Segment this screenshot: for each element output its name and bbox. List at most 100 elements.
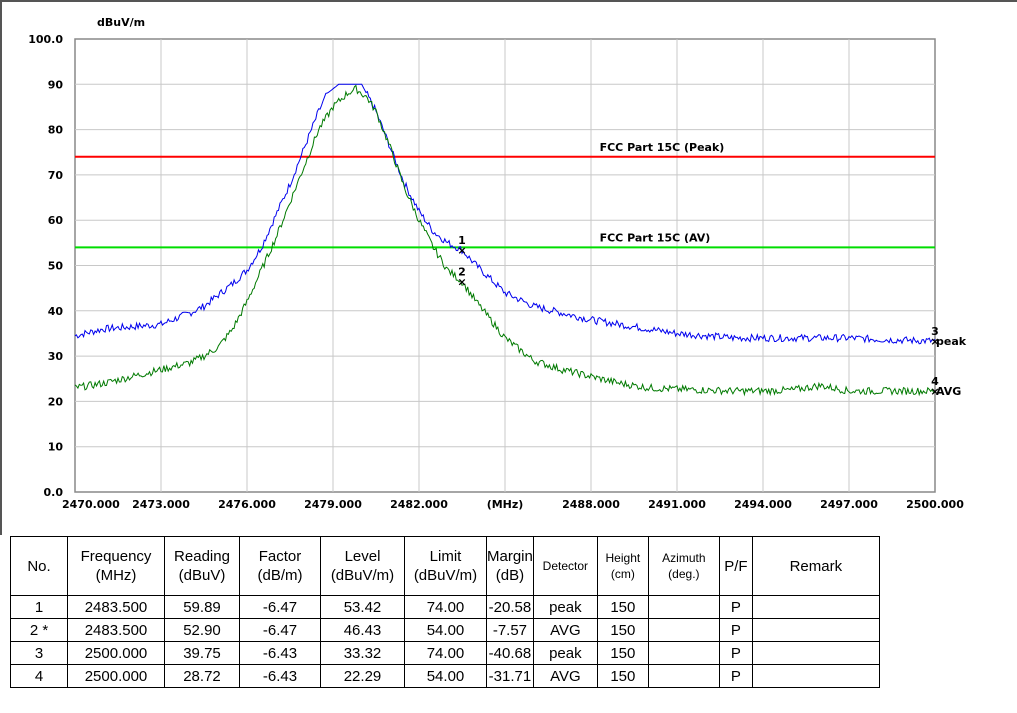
table-body: 1 2483.500 59.89 -6.47 53.42 74.00 -20.58 peak 1… (10, 595, 880, 688)
x-tick-label: 2494.000 (734, 498, 792, 511)
cell-factor: -6.47 (239, 595, 321, 619)
cell-frequency: 2500.000 (67, 641, 165, 665)
x-tick-label: 2470.000 (62, 498, 120, 511)
cell-detector: peak (532, 641, 598, 665)
cell-factor: -6.43 (239, 664, 321, 688)
y-tick-label: 20 (48, 395, 64, 408)
cell-pf: P (718, 595, 753, 619)
y-tick-label: 80 (48, 124, 64, 137)
table-row: 2 * 2483.500 52.90 -6.47 46.43 54.00 -7.57 AVG 1… (10, 618, 880, 642)
header-pf: P/F (718, 536, 753, 596)
cell-level: 46.43 (320, 618, 405, 642)
cell-pf: P (718, 618, 753, 642)
x-tick-label: 2488.000 (562, 498, 620, 511)
header-margin: Margin (dB) (486, 536, 534, 596)
cell-height: 150 (596, 641, 649, 665)
cell-detector: peak (532, 595, 598, 619)
marker-label: 1 (458, 234, 466, 247)
header-no: No. (10, 536, 68, 596)
cell-level: 22.29 (320, 664, 405, 688)
cell-no: 2 * (10, 618, 68, 642)
marker-label: 2 (458, 266, 466, 279)
cell-pf: P (718, 664, 753, 688)
cell-limit: 74.00 (404, 595, 487, 619)
cell-height: 150 (596, 618, 649, 642)
marker-label: 3 (931, 325, 939, 338)
cell-limit: 74.00 (404, 641, 487, 665)
cell-no: 4 (10, 664, 68, 688)
cell-limit: 54.00 (404, 664, 487, 688)
header-frequency: Frequency (MHz) (67, 536, 165, 596)
cell-factor: -6.43 (239, 641, 321, 665)
limit-label: FCC Part 15C (Peak) (600, 141, 725, 154)
x-tick-label: (MHz) (487, 498, 524, 511)
x-tick-label: 2500.000 (906, 498, 964, 511)
cell-height: 150 (596, 664, 649, 688)
cell-pf: P (718, 641, 753, 665)
marker-x: × (457, 276, 466, 289)
y-tick-label: 90 (48, 78, 64, 91)
cell-level: 53.42 (320, 595, 405, 619)
y-tick-label: 30 (48, 350, 64, 363)
marker-label: 4 (931, 375, 939, 388)
table-row: 4 2500.000 28.72 -6.43 22.29 54.00 -31.71 AVG 15… (10, 664, 880, 688)
cell-remark (751, 595, 880, 619)
table-row: 1 2483.500 59.89 -6.47 53.42 74.00 -20.58 peak 1… (10, 595, 880, 619)
cell-margin: -40.68 (486, 641, 534, 665)
header-level: Level (dBuV/m) (320, 536, 405, 596)
x-tick-label: 2473.000 (132, 498, 190, 511)
header-reading: Reading (dBuV) (164, 536, 240, 596)
limit-label: FCC Part 15C (AV) (600, 231, 711, 244)
header-azimuth: Azimuth (deg.) (647, 536, 720, 596)
top-border (0, 0, 1017, 2)
cell-margin: -31.71 (486, 664, 534, 688)
x-tick-label: 2491.000 (648, 498, 706, 511)
cell-azimuth (647, 664, 720, 688)
marker-x: × (930, 385, 939, 398)
series-line-peak (74, 83, 936, 345)
cell-reading: 39.75 (164, 641, 240, 665)
y-axis-label: dBuV/m (97, 16, 145, 29)
results-table: No. Frequency (MHz) Reading (dBuV) Factor(… (10, 536, 880, 688)
cell-azimuth (647, 641, 720, 665)
x-tick-label: 2479.000 (304, 498, 362, 511)
x-tick-label: 2476.000 (218, 498, 276, 511)
cell-factor: -6.47 (239, 618, 321, 642)
cell-detector: AVG (532, 664, 598, 688)
x-tick-label: 2482.000 (390, 498, 448, 511)
header-detector: Detector (532, 536, 598, 596)
cell-margin: -20.58 (486, 595, 534, 619)
header-factor: Factor (dB/m) (239, 536, 321, 596)
left-border (0, 0, 2, 535)
y-tick-label: 60 (48, 214, 64, 227)
cell-azimuth (647, 618, 720, 642)
y-tick-label: 100.0 (28, 33, 63, 46)
cell-height: 150 (596, 595, 649, 619)
header-height: Height (cm) (596, 536, 649, 596)
header-limit: Limit (dBuV/m) (404, 536, 487, 596)
series-name-label: AVG (936, 385, 961, 398)
cell-no: 1 (10, 595, 68, 619)
cell-frequency: 2483.500 (67, 595, 165, 619)
series-line-avg (74, 84, 936, 397)
y-tick-label: 70 (48, 169, 64, 182)
emission-chart: 0.0 10 20 30 40 50 60 70 80 90 100.0 dBuV/m 2470.000… (28, 16, 967, 511)
marker-x: × (930, 335, 939, 348)
cell-no: 3 (10, 641, 68, 665)
marker-x: × (457, 244, 466, 257)
series-name-label: peak (936, 335, 967, 348)
header-remark: Remark (751, 536, 880, 596)
table-row: 3 2500.000 39.75 -6.43 33.32 74.00 -40.68 peak 1… (10, 641, 880, 665)
x-tick-label: 2497.000 (820, 498, 878, 511)
cell-remark (751, 664, 880, 688)
cell-reading: 59.89 (164, 595, 240, 619)
cell-limit: 54.00 (404, 618, 487, 642)
cell-reading: 52.90 (164, 618, 240, 642)
cell-detector: AVG (532, 618, 598, 642)
cell-azimuth (647, 595, 720, 619)
cell-remark (751, 618, 880, 642)
table-header-row: No. Frequency (MHz) Reading (dBuV) Factor(… (10, 536, 880, 596)
cell-frequency: 2500.000 (67, 664, 165, 688)
cell-remark (751, 641, 880, 665)
cell-reading: 28.72 (164, 664, 240, 688)
